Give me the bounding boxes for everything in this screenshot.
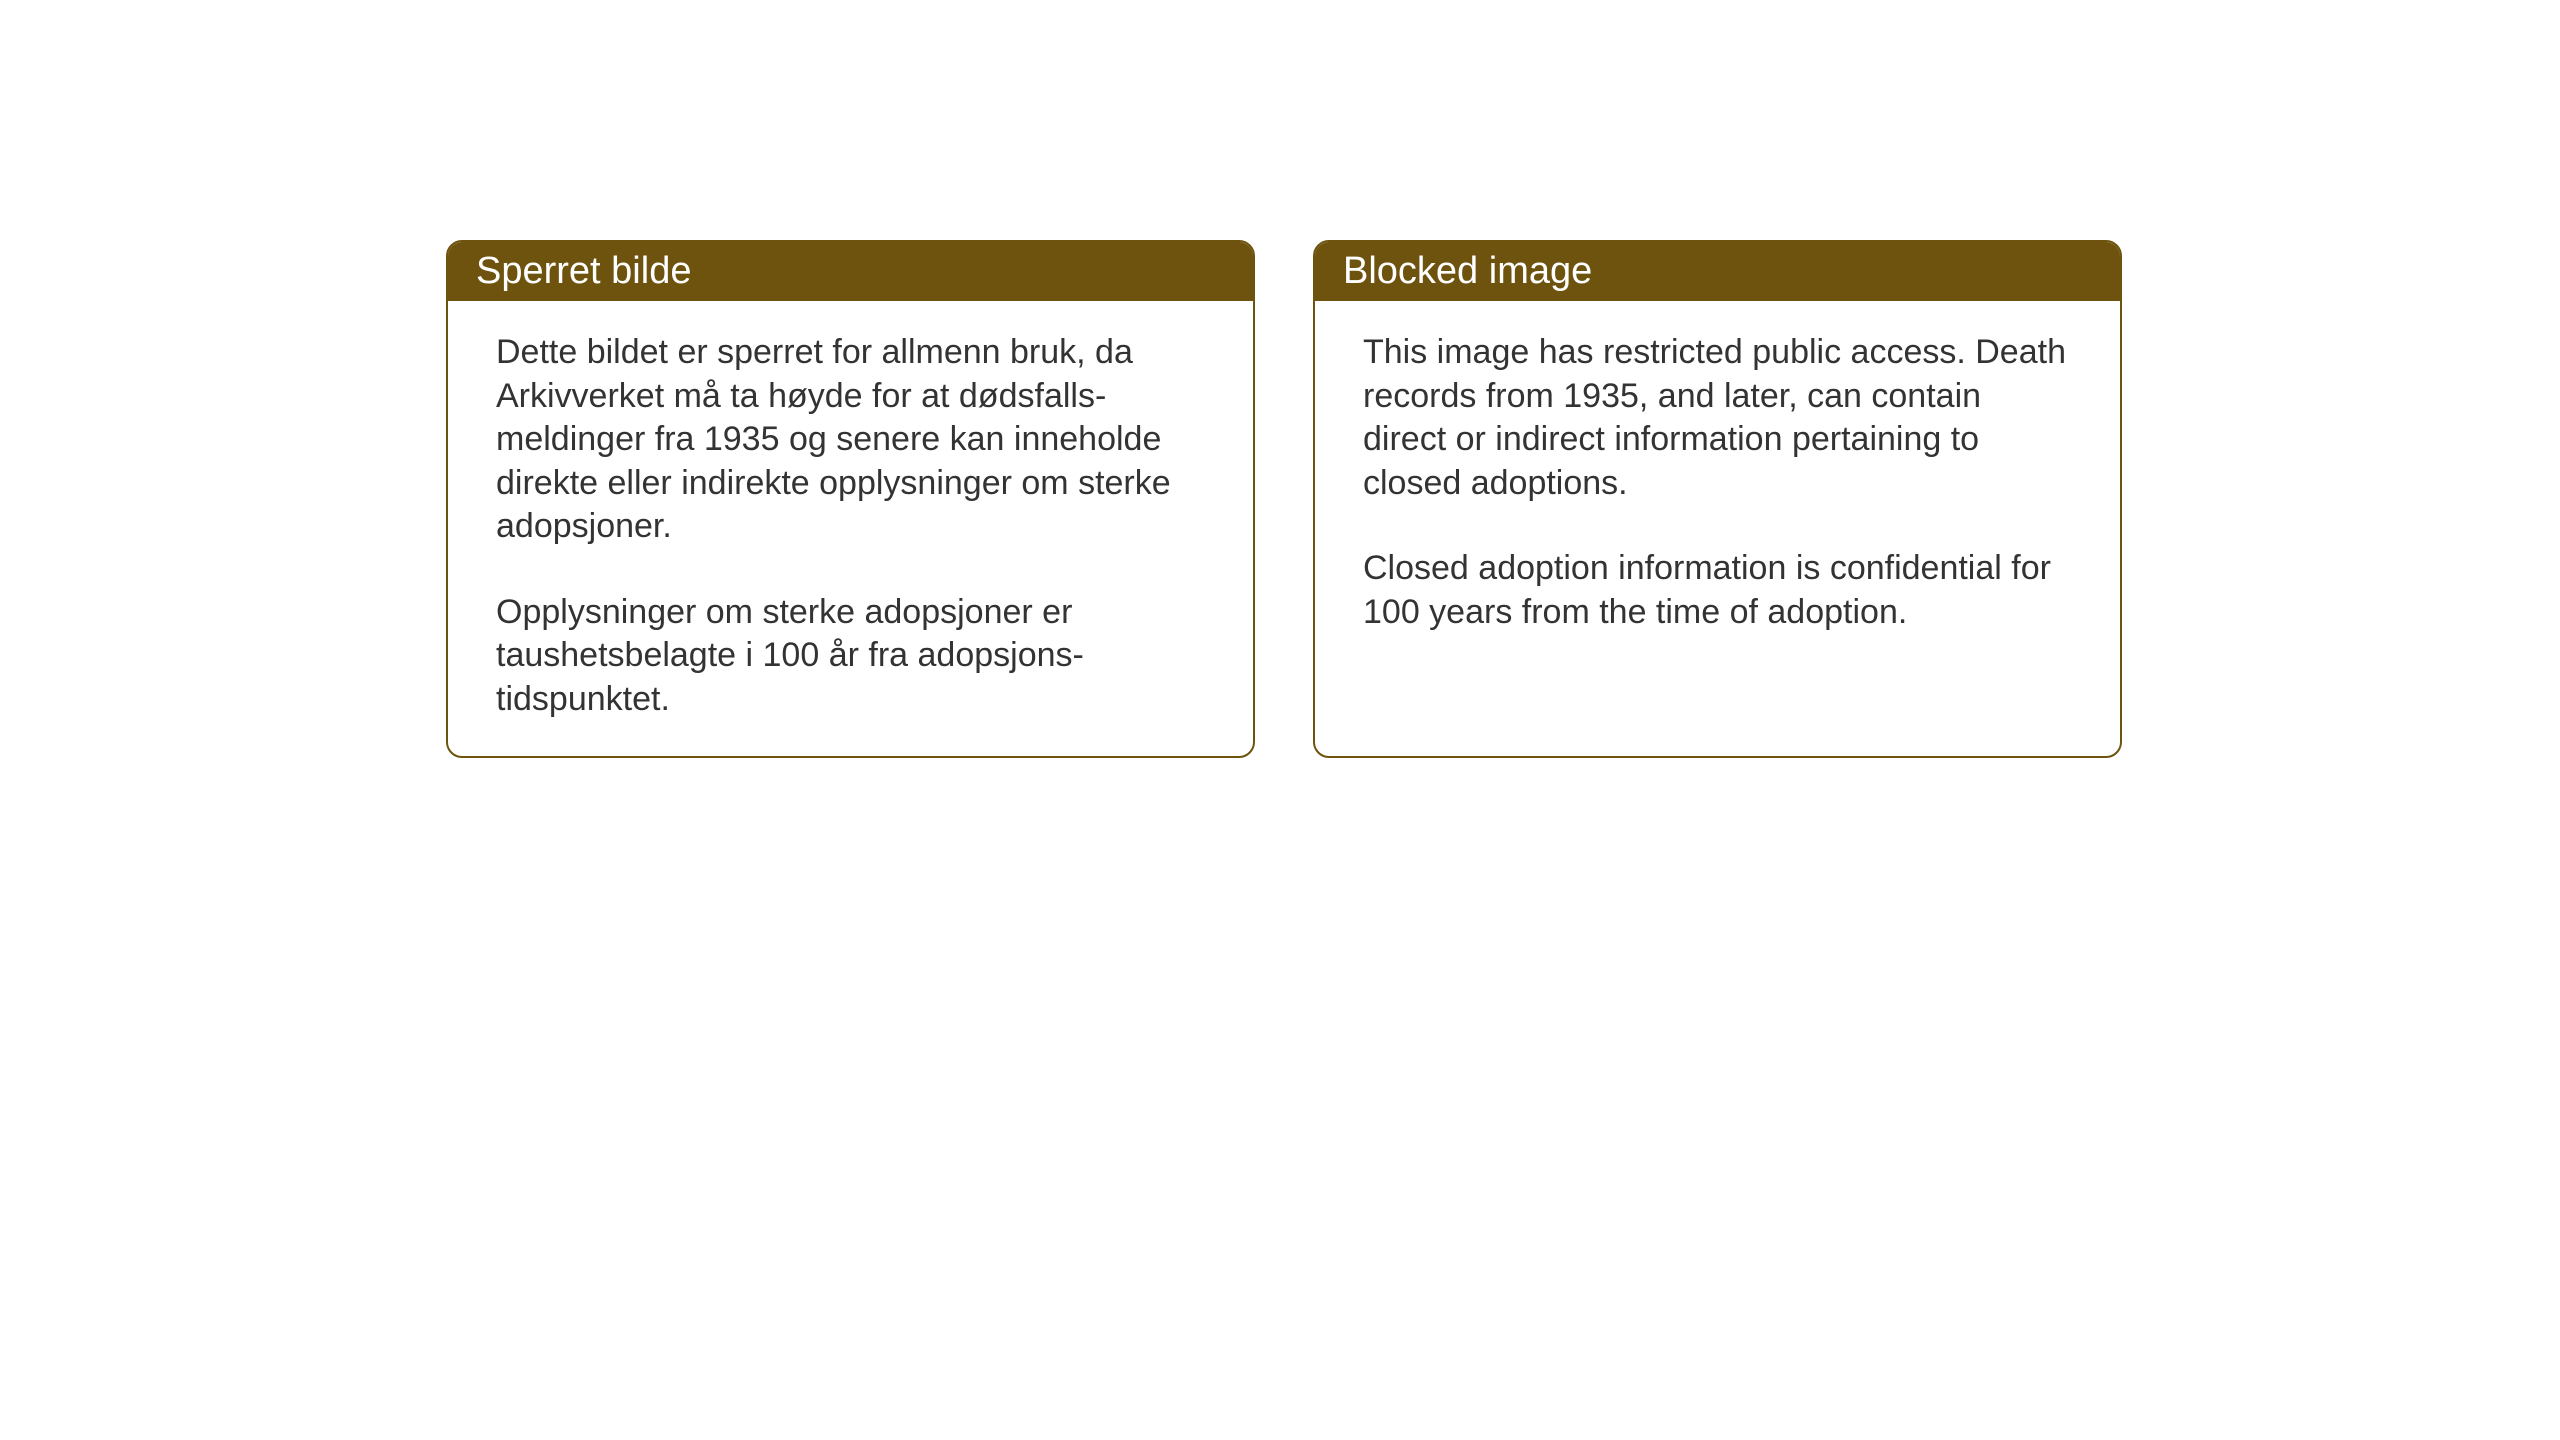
notice-body-norwegian: Dette bildet er sperret for allmenn bruk…: [448, 301, 1253, 758]
notice-container: Sperret bilde Dette bildet er sperret fo…: [446, 240, 2122, 758]
notice-body-english: This image has restricted public access.…: [1315, 301, 2120, 682]
notice-paragraph: Opplysninger om sterke adopsjoner er tau…: [496, 591, 1205, 722]
notice-box-english: Blocked image This image has restricted …: [1313, 240, 2122, 758]
notice-header-english: Blocked image: [1315, 242, 2120, 301]
notice-header-norwegian: Sperret bilde: [448, 242, 1253, 301]
notice-paragraph: Dette bildet er sperret for allmenn bruk…: [496, 331, 1205, 549]
notice-box-norwegian: Sperret bilde Dette bildet er sperret fo…: [446, 240, 1255, 758]
notice-paragraph: This image has restricted public access.…: [1363, 331, 2072, 505]
notice-paragraph: Closed adoption information is confident…: [1363, 547, 2072, 634]
